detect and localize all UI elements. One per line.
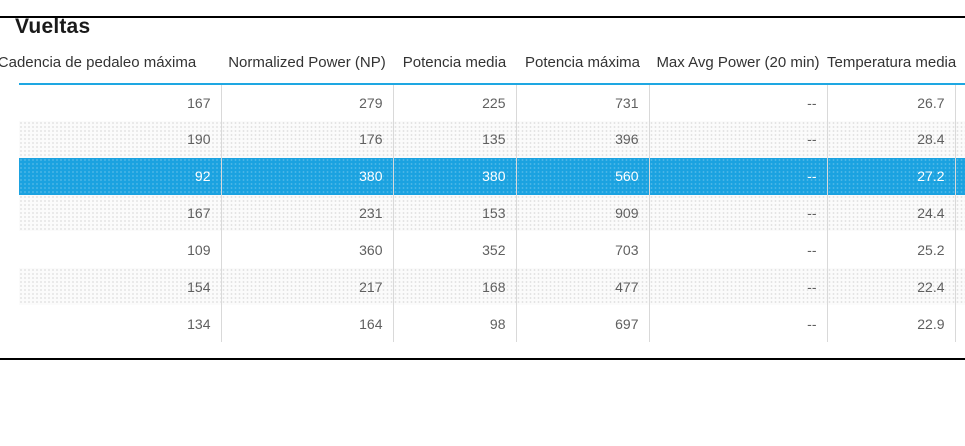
cell: 25.2 [827,231,956,269]
cell: 697 [516,305,650,343]
cell-overflow [955,305,965,343]
cell: 154 [19,268,222,306]
column-header-label: Potencia media [402,54,507,71]
cell-overflow [955,84,965,121]
laps-widget: { "title": "Vueltas", "table": { "column… [0,14,965,446]
table-row[interactable]: 109 360 352 703 -- 25.2 [19,231,965,269]
column-header-5[interactable]: Max Avg Power (20 min) [649,40,827,85]
cell: 153 [393,194,517,232]
cell-overflow [955,120,965,158]
cell: 22.4 [827,268,956,306]
column-header-label: Max Avg Power (20 min) [656,54,820,71]
cell: 167 [19,194,222,232]
column-header-2[interactable]: Normalized Power (NP) [221,40,393,85]
frame-border-top [0,16,965,18]
cell: 217 [221,268,394,306]
cell: 135 [393,120,517,158]
table-header: Cadencia de pedaleo máxima Normalized Pow… [0,40,965,85]
column-header-label: Cadencia de pedaleo máxima [0,54,197,71]
table-row[interactable]: 134 164 98 697 -- 22.9 [19,305,965,343]
cell-overflow [955,194,965,232]
column-header-label: Normalized Power (NP) [228,54,386,71]
table-row[interactable]: 190 176 135 396 -- 28.4 [19,120,965,158]
laps-table: Cadencia de pedaleo máxima Normalized Pow… [0,40,965,343]
table-row-selected[interactable]: 92 380 380 560 -- 27.2 [19,157,965,195]
column-header-4[interactable]: Potencia máxima [516,40,649,85]
table-row[interactable]: 167 231 153 909 -- 24.4 [19,194,965,232]
cell-overflow [955,231,965,269]
cell: 24.4 [827,194,956,232]
cell: 380 [221,157,394,195]
cell: 190 [19,120,222,158]
cell: 909 [516,194,650,232]
column-header-label: Temperatura media [827,54,957,71]
cell: 22.9 [827,305,956,343]
cell: 28.4 [827,120,956,158]
cell: 164 [221,305,394,343]
cell: -- [649,157,828,195]
table-row[interactable]: 167 279 225 731 -- 26.7 [19,84,965,121]
frame-border-bottom [0,358,965,360]
cell: 92 [19,157,222,195]
cell: 380 [393,157,517,195]
cell: 98 [393,305,517,343]
cell: -- [649,305,828,343]
cell: 27.2 [827,157,956,195]
page-title: Vueltas [15,15,91,38]
cell: 167 [19,84,222,121]
cell: -- [649,120,828,158]
cell: 134 [19,305,222,343]
cell: 396 [516,120,650,158]
cell: -- [649,84,828,121]
cell: 279 [221,84,394,121]
cell: 231 [221,194,394,232]
cell-overflow [955,157,965,195]
cell: 477 [516,268,650,306]
cell: 731 [516,84,650,121]
table-body: 167 279 225 731 -- 26.7 190 176 135 396 -- 28.4 92 38… [19,84,965,343]
table-row[interactable]: 154 217 168 477 -- 22.4 [19,268,965,306]
cell: 225 [393,84,517,121]
header-row: Cadencia de pedaleo máxima Normalized Pow… [0,40,965,85]
column-header-overflow [955,40,965,85]
cell: 26.7 [827,84,956,121]
column-header-6[interactable]: Temperatura media [827,40,957,85]
cell: 352 [393,231,517,269]
cell: 109 [19,231,222,269]
cell: 176 [221,120,394,158]
column-header-3[interactable]: Potencia media [393,40,516,85]
column-header-label: Potencia máxima [524,54,641,71]
cell: -- [649,231,828,269]
column-header-1[interactable]: Cadencia de pedaleo máxima [0,40,221,85]
cell-overflow [955,268,965,306]
cell: 168 [393,268,517,306]
cell: 703 [516,231,650,269]
cell: -- [649,194,828,232]
cell: 560 [516,157,650,195]
cell: -- [649,268,828,306]
cell: 360 [221,231,394,269]
